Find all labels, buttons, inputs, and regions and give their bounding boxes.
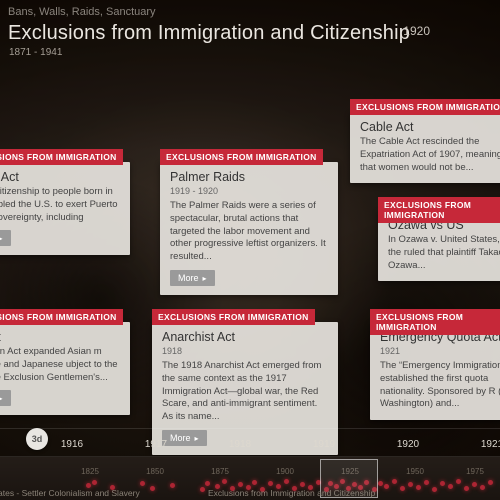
minimap-event-dot [456, 479, 461, 484]
minimap-era-label[interactable]: ates - Settler Colonialism and Slavery [0, 488, 140, 498]
minimap-tick: 1950 [406, 467, 424, 476]
minimap[interactable]: 1825185018751900192519501975ates - Settl… [0, 456, 500, 500]
date-range: 1871 - 1941 [9, 47, 492, 58]
axis-tick: 1919 [313, 439, 335, 450]
event-title: Cable Act [360, 120, 500, 134]
minimap-event-dot [252, 480, 257, 485]
minimap-event-dot [170, 483, 175, 488]
minimap-event-dot [448, 484, 453, 489]
minimap-tick: 1850 [146, 467, 164, 476]
year-axis[interactable]: 1916 1917 1918 1919 1920 1921 [0, 428, 500, 456]
minimap-event-dot [268, 481, 273, 486]
event-date: 1918 [162, 346, 328, 356]
category-tag: EXCLUSIONS FROM IMMIGRATION [0, 149, 123, 165]
breadcrumb[interactable]: Bans, Walls, Raids, Sanctuary [8, 6, 492, 18]
category-tag: EXCLUSIONS FROM IMMIGRATION [152, 309, 315, 325]
minimap-tick: 1900 [276, 467, 294, 476]
event-card-palmer[interactable]: EXCLUSIONS FROM IMMIGRATIONPalmer Raids1… [160, 162, 338, 295]
event-date: 1919 - 1920 [170, 186, 328, 196]
event-card-cable[interactable]: EXCLUSIONS FROM IMMIGRATIONCable ActThe … [350, 112, 500, 183]
event-card-ozawa[interactable]: EXCLUSIONS FROM IMMIGRATIONOzawa vs USIn… [378, 210, 500, 281]
minimap-event-dot [92, 480, 97, 485]
minimap-event-dot [238, 482, 243, 487]
minimap-tick: 1825 [81, 467, 99, 476]
axis-tick: 1916 [61, 439, 83, 450]
event-title: Anarchist Act [162, 330, 328, 344]
minimap-tick: 1975 [466, 467, 484, 476]
minimap-event-dot [392, 479, 397, 484]
minimap-event-dot [200, 487, 205, 492]
minimap-event-dot [150, 486, 155, 491]
minimap-tick: 1875 [211, 467, 229, 476]
minimap-event-dot [416, 485, 421, 490]
minimap-event-dot [378, 481, 383, 486]
event-body: The Palmer Raids were a series of specta… [170, 200, 328, 264]
minimap-event-dot [408, 482, 413, 487]
event-card-quota[interactable]: EXCLUSIONS FROM IMMIGRATIONEmergency Quo… [370, 322, 500, 420]
event-body: The Cable Act rescinded the Expatriation… [360, 136, 500, 174]
more-button[interactable]: More [170, 270, 215, 286]
event-body: The 1918 Anarchist Act emerged from the … [162, 360, 328, 424]
minimap-event-dot [284, 479, 289, 484]
timeline-canvas[interactable]: EXCLUSIONS FROM IMMIGRATION Cable Act The … [0, 60, 500, 440]
minimap-event-dot [464, 486, 469, 491]
view-mode-toggle[interactable]: 3d [26, 428, 48, 450]
minimap-event-dot [424, 480, 429, 485]
event-body: migration Act expanded Asian m Chinese a… [0, 346, 120, 384]
minimap-event-dot [140, 481, 145, 486]
category-tag: EXCLUSIONS FROM IMMIGRATION [0, 309, 123, 325]
minimap-event-dot [300, 482, 305, 487]
minimap-event-dot [400, 486, 405, 491]
category-tag: EXCLUSIONS FROM IMMIGRATION [378, 197, 500, 223]
event-body: The “Emergency Immigration established t… [380, 360, 500, 411]
event-title: ne Act [0, 330, 120, 344]
axis-tick: 1917 [145, 439, 167, 450]
page-title: Exclusions from Immigration and Citizens… [8, 22, 410, 45]
axis-tick: 1921 [481, 439, 500, 450]
minimap-event-dot [488, 480, 493, 485]
minimap-event-dot [205, 481, 210, 486]
minimap-event-dot [472, 482, 477, 487]
event-title: Palmer Raids [170, 170, 328, 184]
current-year-label: 1920 [403, 24, 430, 38]
event-card-ne[interactable]: EXCLUSIONS FROM IMMIGRATIONne Actmigrati… [0, 322, 130, 415]
event-body: In Ozawa v. United States, the ruled tha… [388, 234, 500, 272]
more-button[interactable]: More [0, 230, 11, 246]
minimap-event-dot [480, 485, 485, 490]
minimap-event-dot [432, 487, 437, 492]
category-tag: EXCLUSIONS FROM IMMIGRATION [160, 149, 323, 165]
more-button[interactable]: More [0, 390, 11, 406]
minimap-event-dot [440, 481, 445, 486]
axis-tick: 1918 [229, 439, 251, 450]
category-tag: EXCLUSIONS FROM IMMIGRATION [350, 99, 500, 115]
category-tag: EXCLUSIONS FROM IMMIGRATION [370, 309, 500, 335]
minimap-event-dot [222, 479, 227, 484]
event-body: e U.S. citizenship to people born in but… [0, 186, 120, 224]
axis-tick: 1920 [397, 439, 419, 450]
event-date: 1921 [380, 346, 500, 356]
header: Bans, Walls, Raids, Sanctuary Exclusions… [0, 0, 500, 60]
event-title: nfroth Act [0, 170, 120, 184]
minimap-era-label[interactable]: Exclusions from Immigration and Citizens… [208, 488, 375, 498]
event-card-bonfroth[interactable]: EXCLUSIONS FROM IMMIGRATIONnfroth Acte U… [0, 162, 130, 255]
minimap-event-dot [384, 484, 389, 489]
